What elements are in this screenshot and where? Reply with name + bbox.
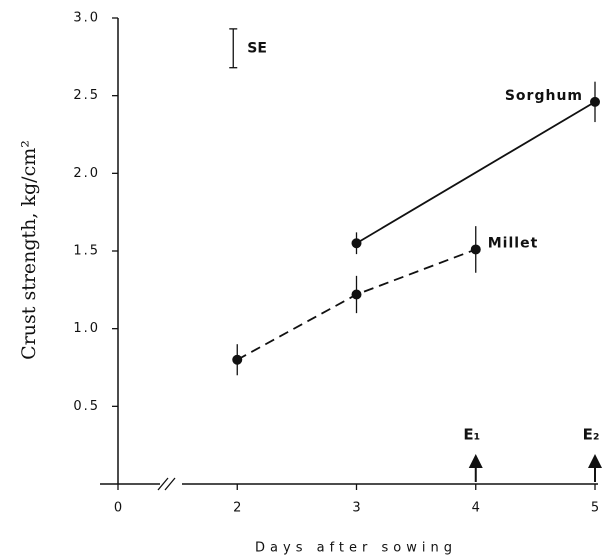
point <box>351 238 362 249</box>
point <box>232 354 243 365</box>
series-label: Millet <box>488 235 539 251</box>
annotation: E₂ <box>583 426 600 444</box>
arrow-head <box>468 454 483 468</box>
point <box>590 96 600 107</box>
annotation: E₁ <box>463 426 480 444</box>
axis-break <box>164 477 176 491</box>
y-axis-label: Crust strength, kg/cm² <box>18 140 40 360</box>
x-axis-label: Days after sowing <box>255 541 457 556</box>
x-tick-label: 2 <box>233 501 241 516</box>
axis-break <box>157 477 169 491</box>
x-tick-label: 5 <box>591 501 599 516</box>
x-tick-label: 0 <box>114 501 122 516</box>
y-tick-label: 1.0 <box>73 321 100 336</box>
y-tick-label: 2.5 <box>73 88 100 103</box>
y-tick-label: 2.0 <box>73 166 100 181</box>
se-label: SE <box>247 40 267 56</box>
y-tick-label: 0.5 <box>73 399 100 414</box>
y-tick-label: 1.5 <box>73 244 100 259</box>
x-tick-label: 3 <box>352 501 360 516</box>
point <box>351 289 362 300</box>
x-tick-label: 4 <box>472 501 480 516</box>
y-tick-label: 3.0 <box>73 11 100 26</box>
point <box>470 244 481 255</box>
arrow-head <box>588 454 602 468</box>
series-label: Sorghum <box>505 88 583 104</box>
series-line <box>356 101 596 245</box>
